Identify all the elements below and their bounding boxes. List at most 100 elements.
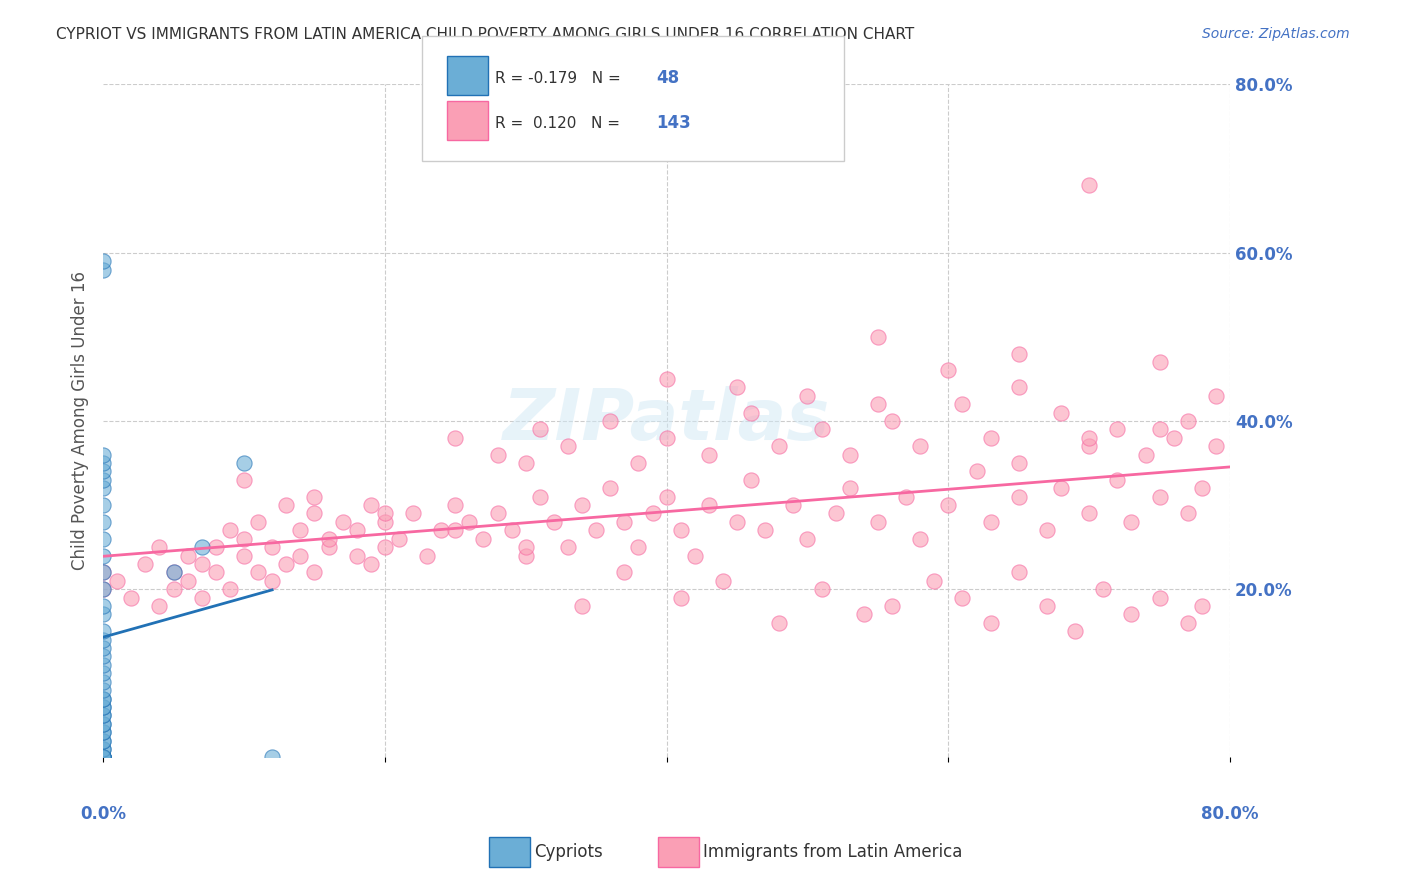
Point	[824, 507, 846, 521]
Point	[472, 532, 495, 546]
Point	[233, 473, 256, 487]
Point	[91, 691, 114, 706]
Point	[1107, 422, 1129, 436]
Point	[219, 523, 242, 537]
Point	[938, 498, 960, 512]
Point	[1149, 355, 1171, 369]
Text: 80.0%: 80.0%	[1201, 805, 1258, 822]
Point	[922, 574, 945, 588]
Point	[176, 574, 198, 588]
Point	[91, 498, 114, 512]
Point	[91, 666, 114, 681]
Point	[346, 523, 368, 537]
Point	[91, 733, 114, 747]
Point	[613, 566, 636, 580]
Text: 143: 143	[657, 114, 692, 132]
Point	[655, 490, 678, 504]
Y-axis label: Child Poverty Among Girls Under 16: Child Poverty Among Girls Under 16	[72, 271, 89, 570]
Point	[515, 540, 537, 554]
Point	[966, 464, 988, 478]
Point	[1191, 481, 1213, 495]
Point	[683, 549, 706, 563]
Point	[91, 750, 114, 764]
Point	[1135, 448, 1157, 462]
Point	[219, 582, 242, 596]
Point	[91, 532, 114, 546]
Point	[318, 540, 340, 554]
Point	[543, 515, 565, 529]
Point	[980, 615, 1002, 630]
Point	[233, 549, 256, 563]
Point	[938, 363, 960, 377]
Point	[91, 464, 114, 478]
Point	[627, 540, 650, 554]
Point	[91, 750, 114, 764]
Point	[148, 540, 170, 554]
Point	[290, 523, 312, 537]
Point	[908, 532, 931, 546]
Point	[1050, 405, 1073, 419]
Point	[486, 507, 509, 521]
Point	[91, 683, 114, 698]
Point	[1064, 624, 1087, 639]
Point	[91, 582, 114, 596]
Point	[91, 481, 114, 495]
Point	[262, 574, 284, 588]
Point	[655, 372, 678, 386]
Point	[374, 515, 396, 529]
Point	[557, 540, 579, 554]
Text: Cypriots: Cypriots	[534, 843, 603, 861]
Point	[1205, 439, 1227, 453]
Point	[669, 591, 692, 605]
Point	[374, 540, 396, 554]
Point	[571, 599, 593, 613]
Point	[952, 397, 974, 411]
Point	[1078, 507, 1101, 521]
Point	[1149, 591, 1171, 605]
Point	[1008, 346, 1031, 360]
Point	[711, 574, 734, 588]
Point	[655, 431, 678, 445]
Point	[247, 566, 270, 580]
Point	[91, 632, 114, 647]
Point	[91, 750, 114, 764]
Point	[91, 750, 114, 764]
Point	[205, 566, 228, 580]
Point	[571, 498, 593, 512]
Point	[1008, 456, 1031, 470]
Point	[1092, 582, 1115, 596]
Point	[402, 507, 425, 521]
Point	[91, 708, 114, 723]
Text: 0.0%: 0.0%	[80, 805, 127, 822]
Point	[796, 532, 818, 546]
Point	[697, 448, 720, 462]
Point	[120, 591, 142, 605]
Point	[388, 532, 411, 546]
Point	[91, 708, 114, 723]
Point	[318, 532, 340, 546]
Point	[852, 607, 875, 622]
Point	[980, 431, 1002, 445]
Point	[529, 422, 551, 436]
Text: Source: ZipAtlas.com: Source: ZipAtlas.com	[1202, 27, 1350, 41]
Point	[908, 439, 931, 453]
Point	[91, 566, 114, 580]
Point	[458, 515, 481, 529]
Point	[515, 549, 537, 563]
Point	[866, 330, 889, 344]
Point	[1177, 414, 1199, 428]
Point	[501, 523, 523, 537]
Point	[176, 549, 198, 563]
Point	[599, 481, 621, 495]
Point	[91, 262, 114, 277]
Point	[91, 700, 114, 714]
Point	[105, 574, 128, 588]
Point	[1149, 490, 1171, 504]
Point	[91, 566, 114, 580]
Point	[486, 448, 509, 462]
Point	[725, 380, 748, 394]
Point	[91, 473, 114, 487]
Point	[134, 557, 156, 571]
Point	[346, 549, 368, 563]
Point	[374, 507, 396, 521]
